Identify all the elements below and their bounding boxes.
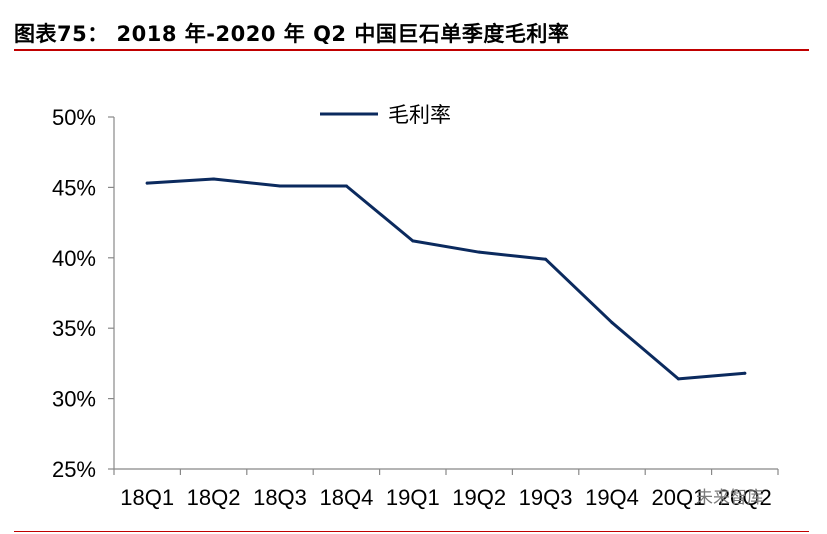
data-point [676, 377, 680, 381]
y-tick-label: 30% [52, 387, 96, 412]
y-tick-label: 40% [52, 246, 96, 271]
x-tick-label: 18Q1 [120, 485, 174, 510]
title-divider [14, 49, 809, 51]
x-tick-label: 20Q2 [718, 485, 772, 510]
legend-label: 毛利率 [388, 103, 451, 127]
y-axis-ticks: 25% 30% 35% 40% 45% 50% [52, 105, 114, 482]
series-group [145, 177, 747, 381]
data-point [743, 371, 747, 375]
data-point [544, 257, 548, 261]
chart-title-bar: 图表75： 2018 年-2020 年 Q2 中国巨石单季度毛利率 [14, 12, 809, 50]
y-tick-label: 50% [52, 105, 96, 130]
data-point [212, 177, 216, 181]
legend: 毛利率 [320, 103, 451, 127]
x-tick-label: 19Q4 [585, 485, 639, 510]
data-point [278, 184, 282, 188]
series-line [145, 177, 747, 381]
data-point [477, 250, 481, 254]
x-tick-label: 19Q2 [452, 485, 506, 510]
x-tick-label: 18Q4 [319, 485, 373, 510]
x-tick-label: 19Q3 [519, 485, 573, 510]
x-tick-label: 18Q3 [253, 485, 307, 510]
watermark: 未来智库 [696, 488, 764, 508]
x-tick-label: 19Q1 [386, 485, 440, 510]
y-tick-label: 25% [52, 457, 96, 482]
axes [113, 117, 778, 470]
x-tick-label: 20Q1 [651, 485, 705, 510]
data-point [610, 321, 614, 325]
x-tick-label: 18Q2 [187, 485, 241, 510]
data-point [344, 184, 348, 188]
y-tick-label: 45% [52, 175, 96, 200]
data-point [145, 181, 149, 185]
data-point [411, 239, 415, 243]
x-axis-ticks: 18Q1 18Q2 18Q3 18Q4 19Q1 19Q2 19Q3 19Q4 20Q1 20Q2 [113, 469, 779, 510]
chart-title: 图表75： 2018 年-2020 年 Q2 中国巨石单季度毛利率 [14, 22, 570, 46]
y-tick-label: 35% [52, 316, 96, 341]
bottom-divider [14, 531, 809, 532]
